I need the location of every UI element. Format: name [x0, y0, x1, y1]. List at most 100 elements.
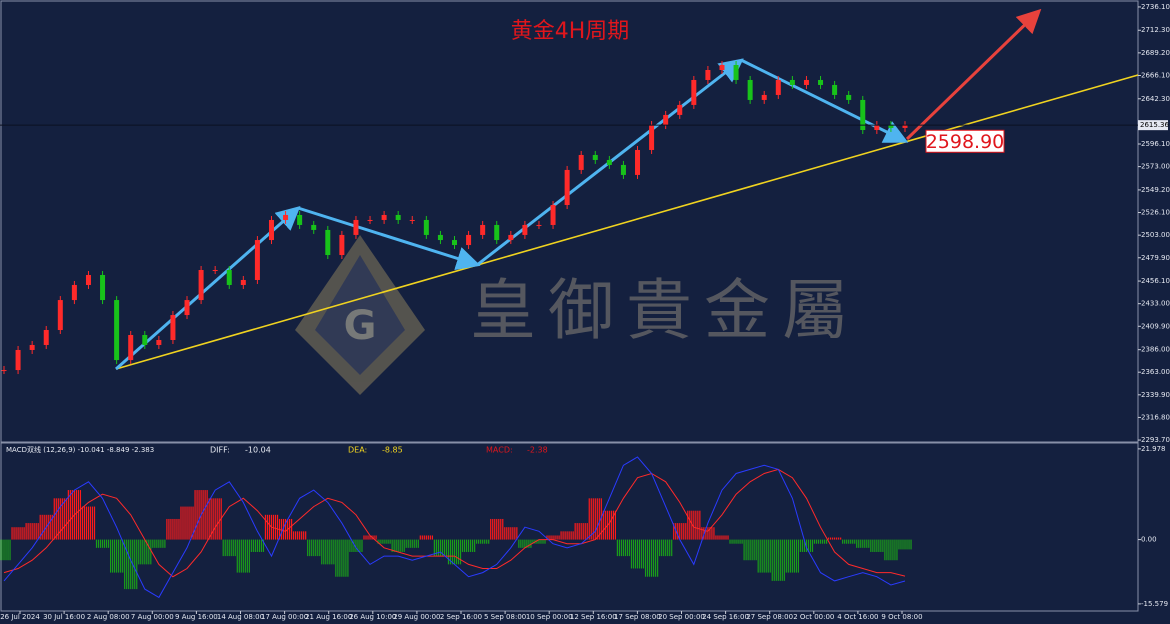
- macd-bar: [327, 539, 329, 565]
- macd-bar: [206, 490, 208, 540]
- macd-bar: [890, 539, 892, 561]
- macd-bar: [825, 539, 828, 544]
- macd-bar: [256, 539, 259, 552]
- macd-bar: [467, 539, 470, 552]
- macd-bar: [610, 510, 612, 540]
- macd-bar-group: [560, 531, 574, 540]
- macd-bar: [218, 498, 220, 540]
- macd-bar: [753, 539, 755, 561]
- macd-bar: [343, 539, 345, 577]
- macd-bar: [421, 535, 423, 540]
- macd-bar: [560, 531, 562, 540]
- macd-bar: [136, 539, 138, 590]
- macd-bar: [739, 539, 741, 544]
- macd-bar: [737, 539, 739, 544]
- macd-bar: [524, 539, 526, 548]
- macd-bar: [582, 523, 584, 540]
- macd-bar: [884, 539, 886, 561]
- macd-bar: [592, 498, 594, 540]
- candle: [254, 240, 260, 280]
- y-tick-label: 2689.20: [1141, 49, 1170, 57]
- macd-bar: [325, 539, 327, 565]
- candle: [747, 79, 753, 100]
- candle: [240, 279, 246, 285]
- macd-bar: [685, 523, 687, 540]
- macd-bar: [554, 535, 556, 540]
- candle: [663, 114, 669, 126]
- macd-bar: [425, 535, 427, 540]
- candle: [832, 84, 838, 95]
- macd-bar-group: [405, 539, 419, 548]
- macd-bar: [540, 539, 542, 544]
- candle: [818, 79, 824, 85]
- macd-bar: [514, 527, 516, 540]
- macd-bar: [238, 539, 240, 573]
- y-tick-label: 2363.00: [1141, 368, 1170, 376]
- macd-bar: [717, 535, 719, 540]
- macd-bar: [779, 539, 781, 581]
- macd-bar: [152, 539, 154, 548]
- macd-bar: [214, 498, 216, 540]
- candle: [297, 214, 303, 225]
- macd-bar: [429, 535, 431, 540]
- macd-bar: [142, 539, 144, 565]
- candle: [635, 149, 641, 175]
- macd-bar: [393, 539, 395, 552]
- macd-bar: [134, 539, 136, 590]
- macd-bar: [118, 539, 120, 573]
- macd-bar: [482, 539, 484, 544]
- macd-bar: [234, 539, 236, 557]
- macd-bar: [228, 539, 230, 557]
- macd-bar-group: [433, 539, 448, 557]
- macd-bar: [290, 518, 293, 540]
- candle: [452, 240, 457, 246]
- macd-bar: [268, 514, 271, 540]
- macd-bar: [373, 535, 375, 540]
- macd-bar-group: [335, 539, 349, 577]
- macd-bar: [608, 510, 610, 540]
- candle: [803, 79, 809, 85]
- macd-bar: [536, 539, 538, 544]
- macd-bar-group: [250, 539, 265, 552]
- macd-bar: [379, 539, 381, 544]
- macd-bar: [232, 539, 234, 557]
- macd-bar: [423, 535, 425, 540]
- macd-bar: [538, 539, 540, 544]
- macd-bar: [61, 498, 63, 540]
- macd-bar-group: [138, 539, 152, 565]
- macd-bar: [834, 537, 836, 540]
- macd-bar: [329, 539, 331, 565]
- macd-bar: [67, 490, 69, 540]
- macd-bar: [620, 539, 623, 557]
- macd-bar: [743, 539, 745, 561]
- macd-bar: [242, 539, 244, 573]
- macd-bar: [644, 539, 647, 577]
- macd-bar: [510, 527, 512, 540]
- macd-bar: [79, 490, 82, 540]
- macd-bar: [435, 539, 437, 557]
- macd-bar: [799, 539, 802, 552]
- macd-bar-group: [447, 539, 462, 565]
- x-tick-label: 5 Sep 08:00: [484, 613, 526, 621]
- macd-bar: [180, 506, 182, 540]
- candle: [508, 234, 514, 241]
- dea-label: DEA:: [348, 446, 367, 455]
- y-tick-label: 2642.30: [1141, 95, 1170, 103]
- current-price-label: 2615.36: [1140, 121, 1169, 129]
- macd-bar: [811, 539, 814, 552]
- macd-bar: [463, 539, 466, 552]
- macd-bar: [439, 539, 442, 557]
- candle: [437, 234, 443, 241]
- candle: [536, 224, 542, 226]
- macd-bar: [5, 539, 7, 561]
- y-tick-label: 2549.20: [1141, 186, 1170, 194]
- macd-bar: [174, 518, 176, 540]
- macd-bar: [311, 539, 313, 557]
- macd-bar: [27, 523, 29, 540]
- macd-bar: [1, 539, 3, 561]
- candle: [268, 219, 274, 241]
- macd-bar-group: [95, 539, 110, 548]
- macd-bar: [733, 539, 735, 544]
- diff-value: -10.04: [245, 446, 271, 455]
- macd-bar-group: [771, 539, 785, 581]
